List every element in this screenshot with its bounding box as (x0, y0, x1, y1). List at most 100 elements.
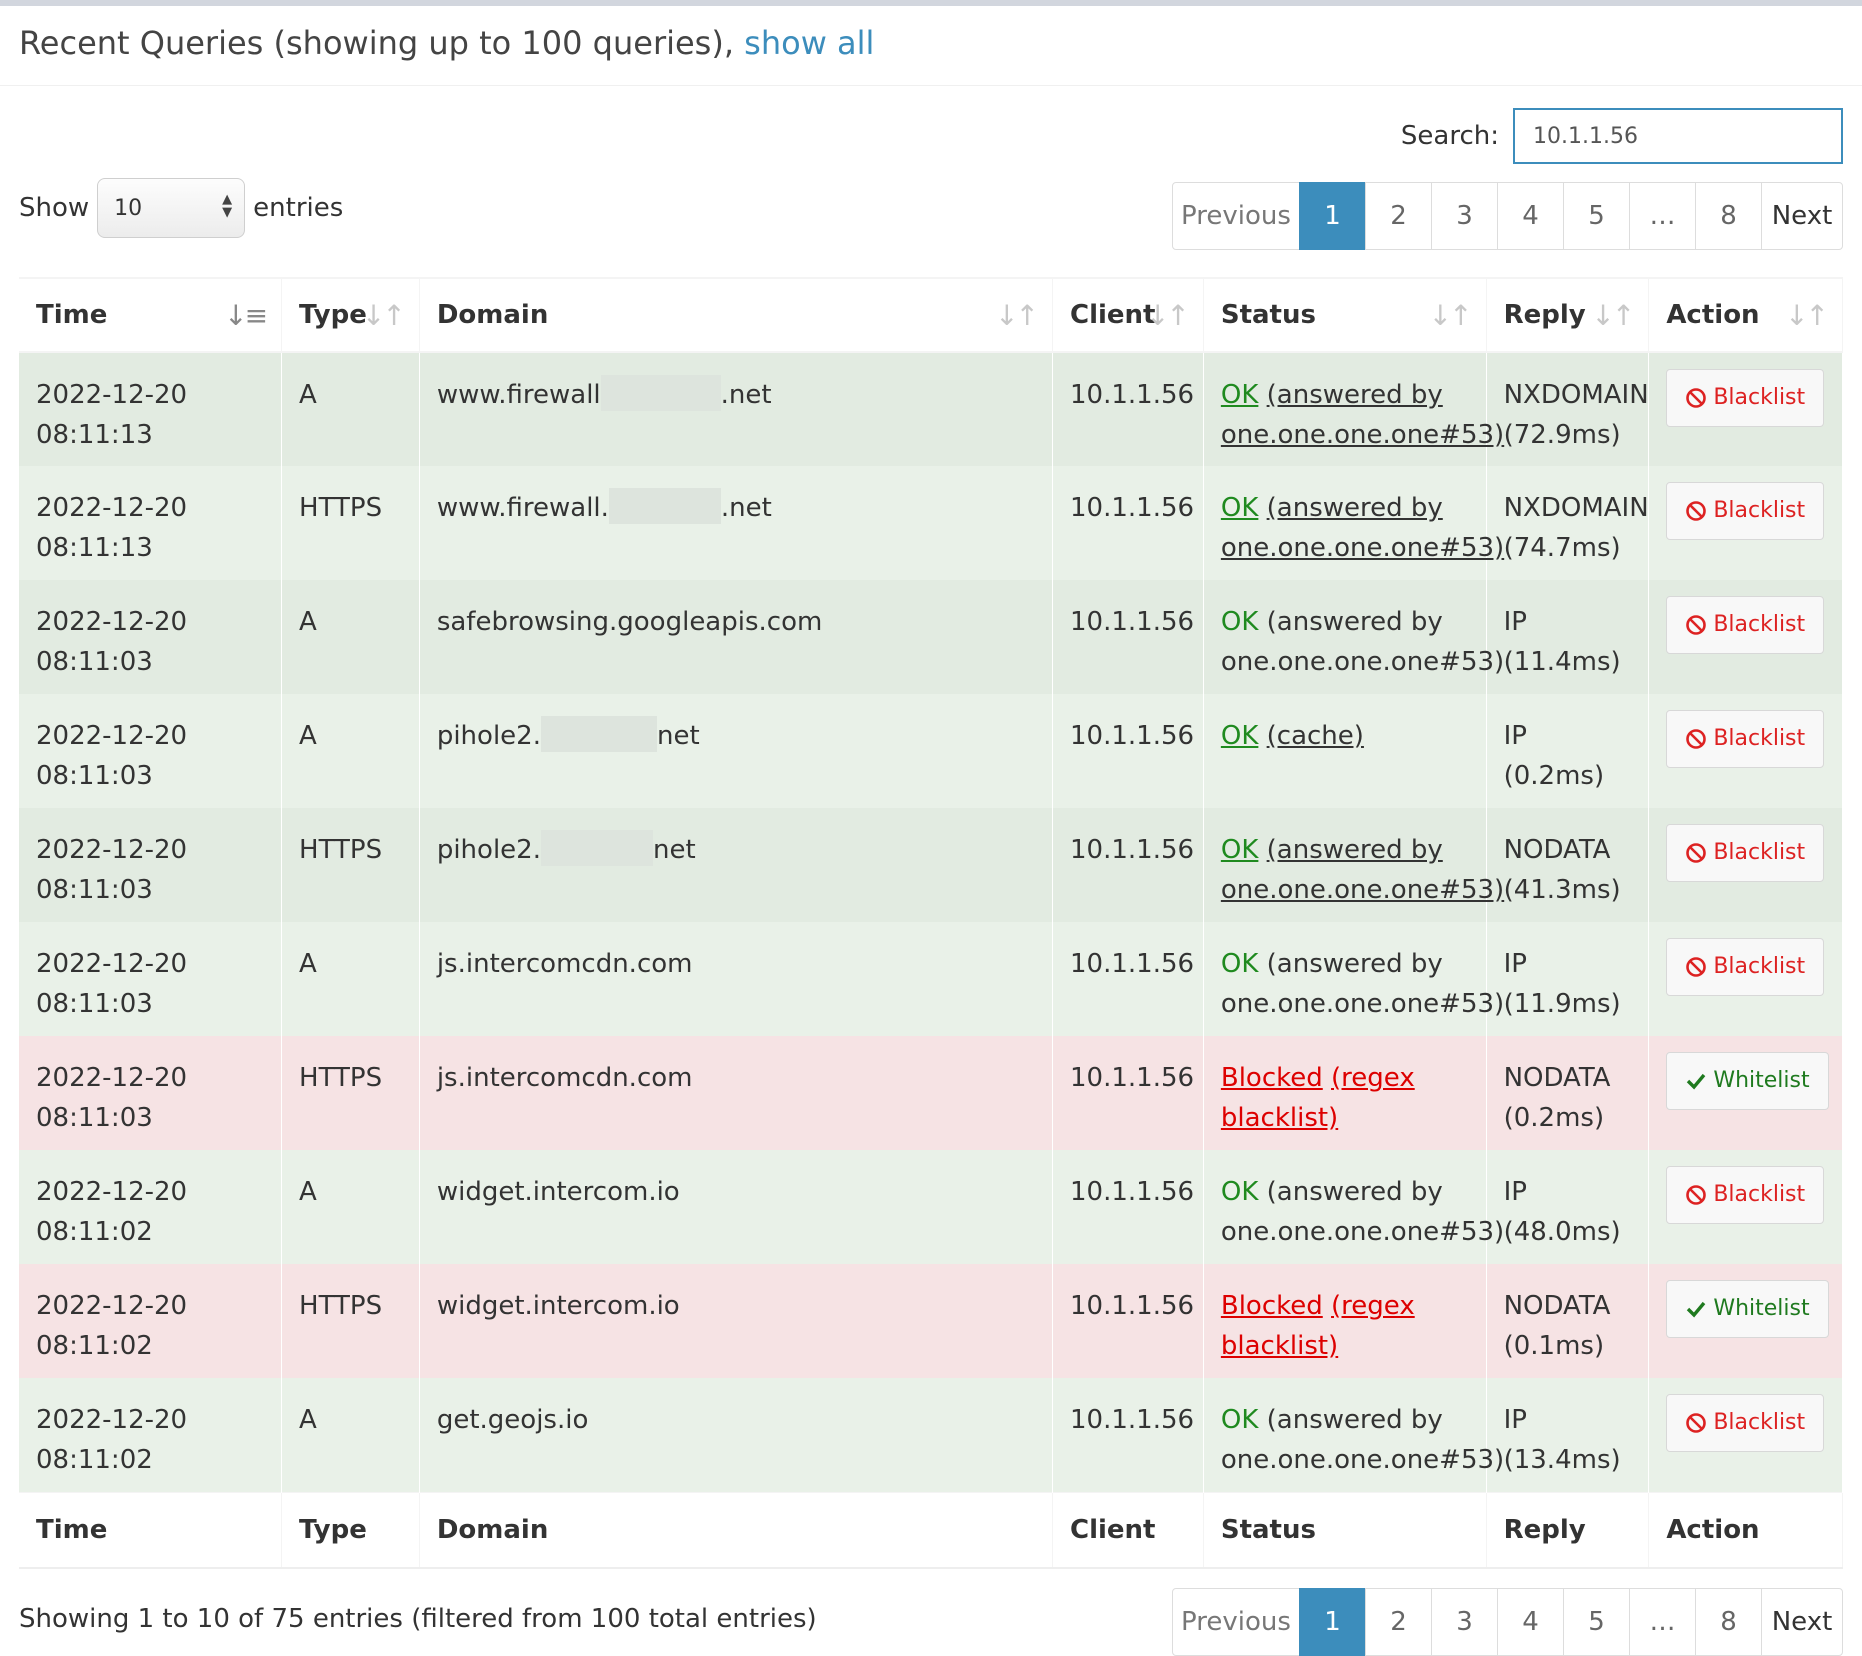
column-header-type[interactable]: Type ↓↑ (281, 277, 420, 353)
pagination-next[interactable]: Next (1761, 182, 1843, 250)
action-cell: Blacklist (1648, 808, 1843, 922)
column-footer-label: Action (1666, 1514, 1760, 1545)
status-detail[interactable]: (regex blacklist) (1220, 1063, 1415, 1133)
pagination-next[interactable]: Next (1761, 1588, 1843, 1656)
blacklist-button[interactable]: Blacklist (1666, 710, 1825, 768)
column-header-time[interactable]: Time ↓≡ (19, 277, 283, 353)
sort-icon[interactable]: ↓↑ (1428, 299, 1473, 332)
pagination-previous[interactable]: Previous (1172, 1588, 1300, 1656)
pagination-page[interactable]: 1 (1299, 1588, 1366, 1656)
sort-icon[interactable]: ↓↑ (361, 299, 406, 332)
reply-cell: IP (11.4ms) (1486, 580, 1650, 694)
column-header-domain[interactable]: Domain ↓↑ (419, 277, 1054, 353)
search-input[interactable] (1513, 108, 1843, 164)
status-detail[interactable]: (answered by one.one.one.one#53) (1220, 380, 1505, 450)
reply-type: NODATA (1503, 835, 1611, 865)
status-label: OK (1220, 1177, 1259, 1207)
whitelist-button[interactable]: Whitelist (1666, 1052, 1829, 1110)
ban-icon (1686, 843, 1707, 863)
blacklist-button[interactable]: Blacklist (1666, 1166, 1825, 1224)
pagination-previous[interactable]: Previous (1172, 182, 1300, 250)
pagination-page[interactable]: 4 (1497, 1588, 1564, 1656)
action-label: Whitelist (1713, 1068, 1810, 1093)
reply-time: (41.3ms) (1503, 875, 1621, 905)
client-cell: 10.1.1.56 (1052, 694, 1204, 808)
status-label[interactable]: OK (1220, 835, 1259, 865)
domain-cell: js.intercomcdn.com (419, 1036, 1054, 1150)
status-label[interactable]: Blocked (1220, 1063, 1323, 1093)
entries-select[interactable]: 10 ▲ ▼ (97, 178, 246, 238)
status-label[interactable]: OK (1220, 721, 1259, 751)
action-label: Blacklist (1713, 385, 1806, 410)
client-ip: 10.1.1.56 (1070, 1405, 1195, 1435)
time-date: 2022-12-20 (36, 1405, 188, 1435)
time-cell: 2022-12-20 08:11:03 (19, 1036, 283, 1150)
action-cell: Whitelist (1648, 1264, 1843, 1378)
pagination-page[interactable]: 2 (1365, 1588, 1432, 1656)
pagination-page[interactable]: 8 (1695, 182, 1762, 250)
sort-icon[interactable]: ↓↑ (1591, 299, 1635, 332)
show-all-link[interactable]: show all (744, 24, 875, 62)
column-footer-label: Status (1220, 1514, 1316, 1545)
search-label: Search: (1400, 121, 1499, 151)
table-info: Showing 1 to 10 of 75 entries (filtered … (19, 1604, 817, 1634)
pagination-page[interactable]: 3 (1431, 182, 1498, 250)
reply-type: IP (1503, 1177, 1527, 1207)
time-cell: 2022-12-20 08:11:13 (19, 466, 283, 580)
status-detail[interactable]: (answered by one.one.one.one#53) (1220, 493, 1505, 563)
blacklist-button[interactable]: Blacklist (1666, 938, 1825, 996)
pagination-page[interactable]: 1 (1299, 182, 1366, 250)
column-header-action[interactable]: Action ↓↑ (1648, 277, 1843, 353)
status-cell: OK (answered by one.one.one.one#53) (1203, 466, 1504, 580)
column-header-reply[interactable]: Reply ↓↑ (1486, 277, 1650, 353)
time-clock: 08:11:03 (36, 989, 153, 1019)
pagination-page[interactable]: 4 (1497, 182, 1564, 250)
blacklist-button[interactable]: Blacklist (1666, 824, 1825, 882)
pagination-page[interactable]: … (1629, 1588, 1696, 1656)
pagination-page[interactable]: 5 (1563, 1588, 1630, 1656)
pagination-page[interactable]: 3 (1431, 1588, 1498, 1656)
sort-icon[interactable]: ↓↑ (1785, 299, 1829, 332)
client-ip: 10.1.1.56 (1070, 493, 1195, 523)
ban-icon (1686, 615, 1707, 635)
ban-icon (1686, 957, 1707, 977)
reply-time: (48.0ms) (1503, 1217, 1621, 1247)
column-footer-label: Reply (1503, 1514, 1586, 1545)
time-cell: 2022-12-20 08:11:03 (19, 580, 283, 694)
column-header-status[interactable]: Status ↓↑ (1203, 277, 1487, 353)
status-label[interactable]: OK (1220, 493, 1259, 523)
sort-icon[interactable]: ↓↑ (995, 299, 1039, 332)
blacklist-button[interactable]: Blacklist (1666, 369, 1825, 427)
status-detail[interactable]: (answered by one.one.one.one#53) (1220, 835, 1505, 905)
pagination-page[interactable]: 2 (1365, 182, 1432, 250)
action-label: Blacklist (1713, 1182, 1806, 1207)
column-footer-type: Type (281, 1491, 420, 1569)
status-label[interactable]: Blocked (1220, 1291, 1323, 1321)
domain-suffix: .net (720, 380, 772, 410)
ban-icon (1686, 1413, 1707, 1433)
reply-time: (72.9ms) (1503, 420, 1621, 450)
reply-cell: IP (13.4ms) (1486, 1378, 1650, 1492)
domain-cell: pihole2. net (419, 808, 1054, 922)
whitelist-button[interactable]: Whitelist (1666, 1280, 1829, 1338)
status-detail[interactable]: (cache) (1266, 721, 1364, 751)
sort-icon[interactable]: ↓↑ (1145, 299, 1190, 332)
type-cell: A (281, 922, 420, 1036)
time-date: 2022-12-20 (36, 721, 188, 751)
title-text: Recent Queries (showing up to 100 querie… (19, 24, 734, 62)
client-cell: 10.1.1.56 (1052, 580, 1204, 694)
pagination-page[interactable]: 5 (1563, 182, 1630, 250)
column-header-client[interactable]: Client ↓↑ (1052, 277, 1204, 353)
pagination-page[interactable]: … (1629, 182, 1696, 250)
query-type: HTTPS (299, 835, 383, 865)
blacklist-button[interactable]: Blacklist (1666, 482, 1825, 540)
blacklist-button[interactable]: Blacklist (1666, 1394, 1825, 1452)
blacklist-button[interactable]: Blacklist (1666, 596, 1825, 654)
status-detail[interactable]: (regex blacklist) (1220, 1291, 1415, 1361)
sort-icon[interactable]: ↓≡ (224, 299, 268, 332)
query-type: A (299, 721, 317, 751)
pagination-page[interactable]: 8 (1695, 1588, 1762, 1656)
status-label[interactable]: OK (1220, 380, 1259, 410)
